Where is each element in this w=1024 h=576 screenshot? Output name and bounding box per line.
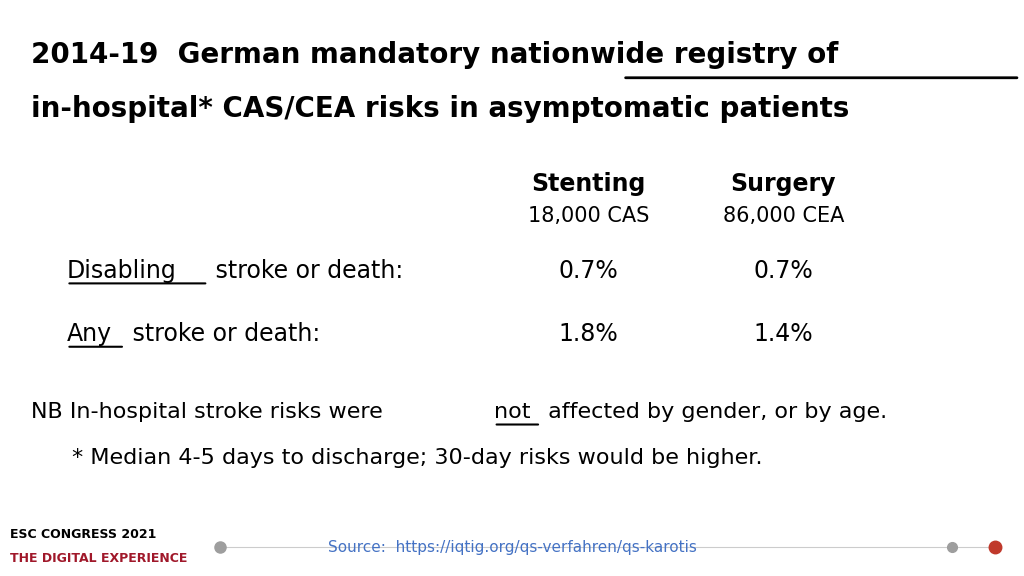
Text: Source:  https://iqtig.org/qs-verfahren/qs-karotis: Source: https://iqtig.org/qs-verfahren/q…: [328, 540, 696, 555]
Text: nationwide registry: nationwide registry: [623, 41, 931, 69]
Text: ESC CONGRESS 2021: ESC CONGRESS 2021: [10, 528, 157, 541]
Text: 18,000 CAS: 18,000 CAS: [528, 206, 649, 226]
Text: 2014-19  German mandatory nationwide registry of: 2014-19 German mandatory nationwide regi…: [31, 41, 838, 69]
Text: 0.7%: 0.7%: [754, 259, 813, 283]
Text: stroke or death:: stroke or death:: [125, 322, 321, 346]
Text: 1.8%: 1.8%: [559, 322, 618, 346]
Text: THE DIGITAL EXPERIENCE: THE DIGITAL EXPERIENCE: [10, 552, 187, 565]
Text: not: not: [494, 402, 530, 422]
Text: stroke or death:: stroke or death:: [208, 259, 403, 283]
Text: NB In-hospital stroke risks were: NB In-hospital stroke risks were: [31, 402, 389, 422]
Text: Any: Any: [67, 322, 112, 346]
Text: * Median 4-5 days to discharge; 30-day risks would be higher.: * Median 4-5 days to discharge; 30-day r…: [72, 448, 762, 468]
Text: 0.7%: 0.7%: [559, 259, 618, 283]
Text: Stenting: Stenting: [531, 172, 646, 196]
Text: Disabling: Disabling: [67, 259, 176, 283]
Text: 1.4%: 1.4%: [754, 322, 813, 346]
Text: affected by gender, or by age.: affected by gender, or by age.: [541, 402, 887, 422]
Text: Surgery: Surgery: [730, 172, 837, 196]
Text: 86,000 CEA: 86,000 CEA: [723, 206, 844, 226]
Text: 2014-19  German mandatory: 2014-19 German mandatory: [31, 41, 489, 69]
Text: in-hospital* CAS/CEA risks in asymptomatic patients: in-hospital* CAS/CEA risks in asymptomat…: [31, 96, 849, 123]
